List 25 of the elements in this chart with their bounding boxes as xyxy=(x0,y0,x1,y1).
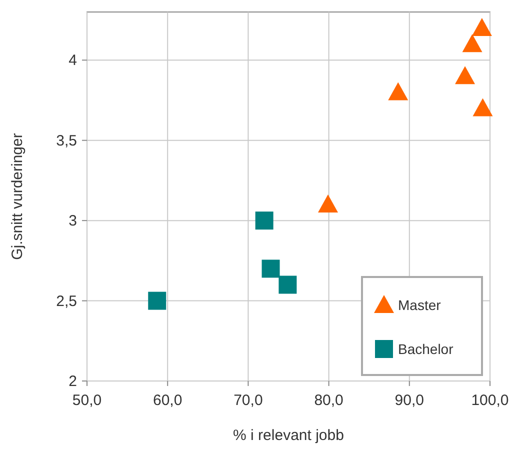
point xyxy=(255,212,274,230)
point xyxy=(472,18,492,36)
point xyxy=(318,194,338,213)
x-axis-title: % i relevant jobb xyxy=(233,427,344,444)
y-axis-title: Gj.snitt vurderinger xyxy=(9,133,26,260)
legend-label: Master xyxy=(398,297,442,313)
y-tick-label: 2,5 xyxy=(56,292,77,310)
point xyxy=(472,98,493,116)
point xyxy=(148,292,166,310)
x-tick-label: 70,0 xyxy=(234,392,263,409)
point xyxy=(388,82,408,100)
point xyxy=(462,34,482,52)
y-tick-label: 2 xyxy=(68,373,77,390)
y-tick-label: 3 xyxy=(68,212,77,230)
x-tick-label: 60,0 xyxy=(153,392,182,409)
x-tick-label: 80,0 xyxy=(314,392,344,409)
y-tick-label: 4 xyxy=(68,52,77,70)
point xyxy=(455,66,476,84)
point xyxy=(262,260,280,278)
legend-label: Bachelor xyxy=(398,341,454,357)
x-tick-label: 50,0 xyxy=(72,392,102,409)
x-tick-label: 90,0 xyxy=(394,392,424,409)
y-tick-label: 3,5 xyxy=(56,132,77,150)
x-tick-label: 100,0 xyxy=(471,392,509,409)
point xyxy=(278,276,297,294)
